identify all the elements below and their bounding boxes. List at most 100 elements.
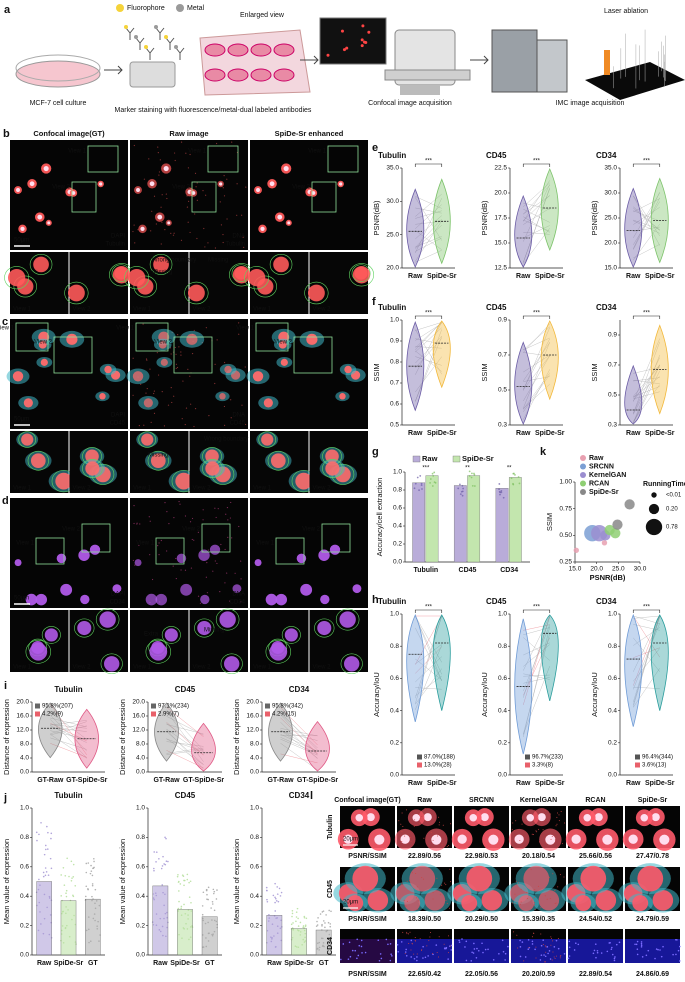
noise xyxy=(146,387,148,390)
point xyxy=(213,890,216,893)
noise xyxy=(143,178,146,180)
point xyxy=(514,473,516,476)
pair-line xyxy=(166,728,204,755)
pair-line xyxy=(523,184,550,242)
point xyxy=(153,867,155,870)
point xyxy=(42,871,45,874)
noise xyxy=(184,423,186,426)
noise xyxy=(180,569,182,571)
y-tick-label: 0.9 xyxy=(608,332,617,339)
noise xyxy=(423,837,425,839)
point xyxy=(416,476,419,479)
y-tick-label: 25.0 xyxy=(386,231,399,238)
point xyxy=(44,867,47,869)
label: View 1 xyxy=(136,541,155,547)
y-tick-label: 1.0 xyxy=(498,611,507,618)
point xyxy=(266,898,268,901)
metric-value: 24.54/0.52 xyxy=(579,916,612,923)
y-tick-label: 0.0 xyxy=(20,769,29,776)
crop-dot xyxy=(641,956,644,958)
label: e xyxy=(372,142,378,154)
pair-line xyxy=(415,321,442,349)
noise xyxy=(240,560,242,562)
point xyxy=(65,889,68,892)
noise xyxy=(419,818,421,820)
legend-label: KernelGAN xyxy=(589,472,626,479)
noise xyxy=(240,601,242,603)
pair-line xyxy=(415,215,442,240)
metric-value: 20.20/0.59 xyxy=(522,971,555,978)
noise xyxy=(432,953,434,955)
label: DNA xyxy=(232,234,245,240)
noise xyxy=(545,961,547,963)
point xyxy=(180,905,183,908)
nucleus-core xyxy=(16,188,20,192)
noise xyxy=(223,405,226,408)
noise xyxy=(436,835,438,837)
chart-title: CD45 xyxy=(175,791,196,800)
point xyxy=(167,860,169,863)
label: a xyxy=(4,4,11,16)
legend-swatch xyxy=(35,711,40,717)
y-tick-label: 0.4 xyxy=(393,523,402,530)
pair-line xyxy=(415,321,442,375)
point xyxy=(304,924,307,927)
noise xyxy=(205,327,207,329)
noise xyxy=(153,390,155,392)
noise xyxy=(432,892,434,894)
nucleus-core xyxy=(256,188,260,192)
y-tick-label: 0.25 xyxy=(559,559,572,566)
point xyxy=(324,926,326,929)
noise xyxy=(519,903,521,905)
point xyxy=(177,873,179,876)
point xyxy=(429,478,432,480)
crop-dot xyxy=(568,940,571,943)
legend-label: 95.8%(207) xyxy=(42,704,73,710)
noise xyxy=(441,884,443,886)
crop-dot xyxy=(481,942,483,945)
label: DAPI xyxy=(111,234,125,240)
pair-line xyxy=(415,645,442,710)
crop-dot xyxy=(473,948,476,950)
nucleus xyxy=(134,559,142,567)
label: View 2 xyxy=(313,665,332,671)
crop-dot xyxy=(445,947,447,950)
label: View 1 xyxy=(0,326,15,332)
crop-dot xyxy=(611,953,614,956)
label: 50μm xyxy=(14,417,29,423)
bar xyxy=(60,900,77,956)
noise xyxy=(222,187,224,189)
y-tick-label: 0.8 xyxy=(390,643,399,650)
noise xyxy=(138,544,140,547)
noise xyxy=(406,900,408,902)
point xyxy=(60,874,62,876)
chart-title: CD45 xyxy=(486,597,507,606)
legend-marker xyxy=(580,489,586,495)
outline xyxy=(265,639,292,664)
pair-line xyxy=(280,753,318,764)
noise xyxy=(157,545,159,547)
label: k xyxy=(540,446,547,458)
crop-dot xyxy=(544,955,547,958)
nucleus-core xyxy=(537,813,546,822)
noise xyxy=(191,517,194,520)
point xyxy=(177,881,180,883)
legend-label: Raw xyxy=(589,455,604,462)
noise xyxy=(554,839,556,841)
y-axis-label: Mean value of expression xyxy=(118,839,127,924)
point xyxy=(165,837,167,840)
label: View 2 xyxy=(193,486,212,492)
y-tick-label: 4.0 xyxy=(136,755,145,762)
antibody xyxy=(155,27,165,40)
outline xyxy=(351,264,371,282)
outline xyxy=(253,275,277,298)
nucleus-core xyxy=(526,814,535,822)
noise xyxy=(157,152,159,154)
noise xyxy=(535,957,537,959)
nucleus xyxy=(296,553,307,564)
label: Missing xyxy=(208,258,228,264)
label: Raw xyxy=(417,797,432,804)
crop-dot xyxy=(524,956,527,958)
nucleus xyxy=(158,340,167,349)
y-tick-label: 35.0 xyxy=(604,165,617,172)
